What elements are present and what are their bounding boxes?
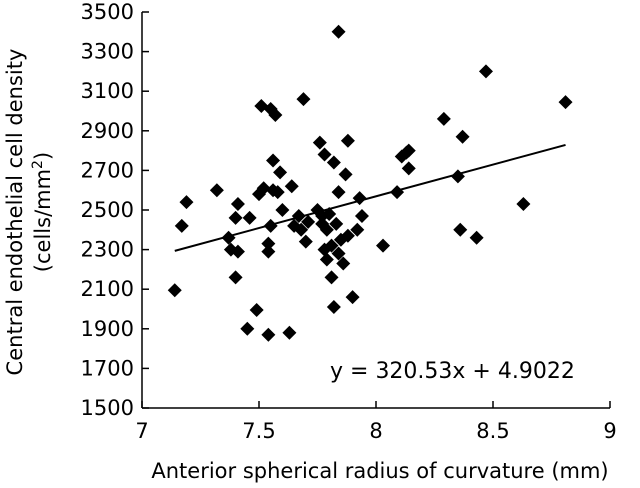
x-tick-label: 7.5	[242, 419, 275, 443]
data-point	[296, 92, 311, 107]
y-tick-label: 2300	[81, 238, 134, 262]
data-point	[331, 246, 346, 261]
data-point	[455, 129, 470, 144]
data-point	[354, 208, 369, 223]
data-point	[324, 270, 339, 285]
x-tick-label: 8.5	[476, 419, 509, 443]
data-point	[390, 185, 405, 200]
data-points	[167, 24, 573, 342]
data-point	[329, 216, 344, 231]
data-point	[282, 325, 297, 340]
y-tick-label: 2900	[81, 119, 134, 143]
data-point	[291, 208, 306, 223]
data-point	[322, 206, 337, 221]
x-tick-label: 8	[369, 419, 382, 443]
y-tick-label: 2700	[81, 158, 134, 182]
y-axis-unit-close: )	[31, 152, 55, 160]
data-point	[319, 222, 334, 237]
y-tick-label: 1900	[81, 317, 134, 341]
tick-labels: 1500 1700 1900 2100 2300 2500 2700 2900 3100 3300…	[81, 0, 617, 443]
data-point	[221, 230, 236, 245]
data-point	[230, 244, 245, 259]
data-point	[249, 302, 264, 317]
data-point	[284, 179, 299, 194]
regression-equation: y = 320.53x + 4.9022	[330, 359, 575, 384]
data-point	[352, 191, 367, 206]
data-point	[338, 167, 353, 182]
y-tick-label: 3500	[81, 0, 134, 24]
data-point	[270, 185, 285, 200]
y-axis-unit: (cells/mm2)	[30, 152, 55, 272]
data-point	[268, 107, 283, 122]
data-point	[167, 283, 182, 298]
data-point	[326, 300, 341, 315]
trendline	[174, 143, 566, 252]
y-tick-label: 1700	[81, 356, 134, 380]
data-point	[340, 133, 355, 148]
x-axis-title: Anterior spherical radius of curvature (…	[151, 459, 608, 483]
data-point	[478, 64, 493, 79]
data-point	[469, 230, 484, 245]
data-point	[336, 256, 351, 271]
data-point	[298, 234, 313, 249]
axis-ticks	[141, 11, 611, 409]
data-point	[340, 228, 355, 243]
axes	[141, 12, 610, 409]
y-axis-unit-sup: 2	[30, 160, 46, 169]
data-point	[450, 169, 465, 184]
data-point	[261, 236, 276, 251]
y-tick-label: 3100	[81, 79, 134, 103]
data-point	[436, 111, 451, 126]
data-point	[324, 238, 339, 253]
data-point	[317, 147, 332, 162]
y-axis-unit-base: (cells/mm	[31, 169, 55, 272]
data-point	[401, 161, 416, 176]
data-point	[256, 181, 271, 196]
data-point	[558, 95, 573, 110]
x-tick-label: 9	[603, 419, 616, 443]
data-point	[376, 238, 391, 253]
data-point	[345, 290, 360, 305]
data-point	[242, 210, 257, 225]
data-point	[326, 155, 341, 170]
data-point	[350, 222, 365, 237]
data-point	[453, 222, 468, 237]
data-point	[209, 183, 224, 198]
data-point	[240, 321, 255, 336]
data-point	[263, 218, 278, 233]
data-point	[331, 24, 346, 39]
data-point	[301, 214, 316, 229]
x-tick-label: 7	[135, 419, 148, 443]
y-tick-label: 2100	[81, 277, 134, 301]
trendline-group	[174, 143, 566, 252]
data-point	[312, 135, 327, 150]
y-tick-label: 3300	[81, 40, 134, 64]
data-point	[228, 270, 243, 285]
y-tick-label: 2500	[81, 198, 134, 222]
data-point	[275, 203, 290, 217]
data-point	[179, 195, 194, 210]
data-point	[331, 185, 346, 200]
data-point	[266, 153, 281, 168]
data-point	[516, 197, 531, 212]
data-point	[228, 210, 243, 225]
data-point	[319, 252, 334, 267]
data-point	[230, 197, 245, 212]
data-point	[261, 244, 276, 259]
data-point	[174, 218, 189, 233]
data-point	[294, 222, 309, 237]
y-axis-title: Central endothelial cell density	[3, 49, 27, 376]
data-point	[261, 327, 276, 342]
y-tick-label: 1500	[81, 396, 134, 420]
data-point	[273, 165, 288, 180]
data-point	[401, 143, 416, 158]
